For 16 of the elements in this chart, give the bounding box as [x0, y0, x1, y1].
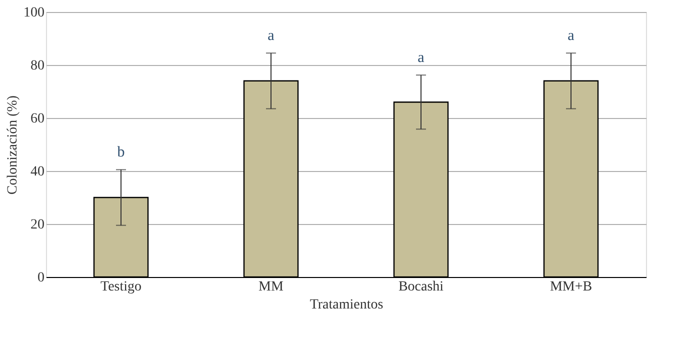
y-tick-label: 100 — [24, 6, 44, 20]
annotation: a — [418, 50, 425, 66]
x-tick-label: MM+B — [550, 280, 592, 294]
y-tick-label: 20 — [30, 218, 44, 232]
x-tick-label: Bocashi — [398, 280, 444, 294]
x-axis-title: Tratamientos — [310, 298, 384, 312]
x-tick-label: MM — [258, 280, 284, 294]
annotation: a — [568, 28, 575, 44]
y-tick-label: 60 — [30, 112, 44, 126]
x-tick-label: Testigo — [100, 280, 142, 294]
annotation: b — [117, 144, 125, 161]
y-tick-label: 40 — [30, 164, 44, 180]
y-tick-label: 80 — [30, 58, 44, 74]
y-tick-label: 0 — [38, 270, 44, 286]
annotation: a — [268, 28, 275, 44]
y-axis-title: Colonización (%) — [6, 95, 20, 195]
